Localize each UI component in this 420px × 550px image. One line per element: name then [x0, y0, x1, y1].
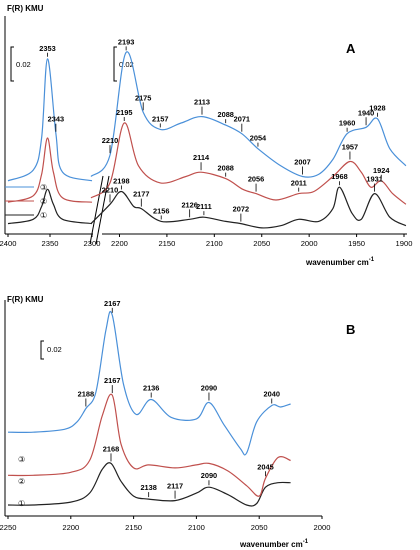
peak-label: 2210: [102, 185, 118, 194]
peak-label: 2210: [102, 136, 118, 145]
x-tick-label: 2350: [42, 239, 59, 248]
panel-a-xlabel: wavenumber cm-1: [305, 257, 375, 267]
peak-label: 2113: [194, 98, 210, 107]
x-tick-label: 2200: [62, 523, 79, 532]
x-tick-label: 1950: [348, 239, 365, 248]
peak-label: 2167: [104, 299, 120, 308]
peak-label: 2168: [103, 444, 119, 453]
peak-label: 2198: [113, 176, 129, 185]
x-tick-label: 2100: [206, 239, 223, 248]
peak-label: 2088: [217, 110, 233, 119]
peak-label: 2167: [104, 376, 120, 385]
panel-b-xticks: 2250 2200 2150 2100 2050 2000: [0, 516, 330, 532]
panel-b-yunit: F(R) KMU: [7, 295, 44, 304]
peak-label: 2072: [233, 205, 249, 214]
peak-label: 2054: [250, 134, 267, 143]
series-line: [90, 51, 407, 178]
peak-label: 2138: [140, 483, 156, 492]
panel-b: F(R) KMU B 0.02 wavenumber cm-1 2250 2200…: [0, 295, 355, 549]
series-line: [90, 122, 407, 205]
peak-label: 2126: [181, 200, 197, 209]
x-tick-label: 2100: [188, 523, 205, 532]
series-line: [7, 393, 291, 497]
panel-b-legend: ③ ② ①: [18, 455, 25, 508]
series-line: [7, 188, 93, 225]
peak-label: 2011: [291, 179, 307, 188]
peak-label: 2136: [143, 384, 159, 393]
panel-a-xticks: 2400 2350 2300 2200 2150 2100 2050 2000 1950 1900: [0, 234, 412, 248]
x-tick-label: 2200: [111, 239, 128, 248]
series-line: [7, 137, 93, 203]
x-tick-label: 2150: [158, 239, 175, 248]
panel-a-break-mark: [89, 175, 104, 245]
panel-a-label: A: [346, 41, 356, 56]
panel-b-peak-labels: 2167 2188 2136 2090 2040 2167 2045 2168 2138 2117…: [78, 299, 280, 499]
panel-a-legend: ③ ② ①: [5, 183, 47, 220]
panel-b-scale-bar: 0.02: [40, 340, 62, 360]
panel-a-yunit: F(R) KMU: [7, 4, 44, 13]
peak-label: 2195: [116, 108, 132, 117]
legend-label: ①: [40, 211, 47, 220]
peak-label: 2090: [201, 384, 217, 393]
peak-label: 2117: [167, 482, 183, 491]
panel-a: F(R) KMU A 0.02 0.02 wavenumber cm-1 240…: [0, 4, 412, 267]
peak-label: 1928: [369, 104, 385, 113]
x-tick-label: 2050: [253, 239, 270, 248]
peak-label: 2193: [118, 37, 134, 46]
legend-label: ③: [40, 183, 47, 192]
peak-label: 2045: [257, 462, 273, 471]
x-tick-label: 2300: [84, 239, 101, 248]
peak-label: 1968: [331, 172, 347, 181]
peak-label: 2114: [193, 153, 210, 162]
peak-label: 1957: [342, 143, 358, 152]
x-tick-label: 2050: [251, 523, 268, 532]
peak-label: 2353: [39, 44, 55, 53]
series-line: [7, 462, 291, 507]
peak-label: 2007: [294, 158, 310, 167]
panel-a-peak-labels: 2353234321932175215721132088207120542007…: [39, 37, 390, 222]
series-line: [7, 58, 93, 182]
x-tick-label: 2250: [0, 523, 16, 532]
legend-label: ②: [40, 197, 47, 206]
peak-label: 2088: [217, 164, 233, 173]
x-tick-label: 2150: [125, 523, 142, 532]
peak-label: 2056: [248, 175, 264, 184]
peak-label: 2175: [135, 93, 151, 102]
series-line: [90, 186, 407, 229]
peak-label: 2188: [78, 389, 94, 398]
peak-label: 2040: [264, 389, 280, 398]
panel-b-series: [7, 310, 291, 507]
x-tick-label: 2400: [0, 239, 16, 248]
series-line: [7, 310, 291, 456]
panel-b-xlabel: wavenumber cm-1: [239, 539, 309, 549]
peak-label: 1960: [339, 119, 355, 128]
peak-label: 1940: [358, 108, 374, 117]
peak-label: 2090: [201, 471, 217, 480]
x-tick-label: 2000: [301, 239, 318, 248]
panel-a-scale-bar: 0.02: [10, 46, 31, 82]
panel-a-scale-bar-right: 0.02: [113, 46, 134, 82]
legend-label: ①: [18, 499, 25, 508]
peak-label: 2343: [48, 115, 64, 124]
legend-label: ③: [18, 455, 25, 464]
peak-label: 1924: [373, 166, 390, 175]
svg-text:0.02: 0.02: [119, 60, 134, 69]
peak-label: 2177: [133, 190, 149, 199]
panel-b-label: B: [346, 322, 355, 337]
x-tick-label: 1900: [396, 239, 413, 248]
svg-text:0.02: 0.02: [47, 345, 62, 354]
svg-text:0.02: 0.02: [16, 60, 31, 69]
peak-label: 2157: [152, 114, 168, 123]
legend-label: ②: [18, 477, 25, 486]
peak-label: 2156: [153, 206, 169, 215]
x-tick-label: 2000: [314, 523, 331, 532]
peak-label: 1931: [366, 175, 382, 184]
panel-a-series: [7, 51, 407, 229]
peak-label: 2071: [234, 115, 250, 124]
peak-label: 2111: [196, 202, 212, 211]
